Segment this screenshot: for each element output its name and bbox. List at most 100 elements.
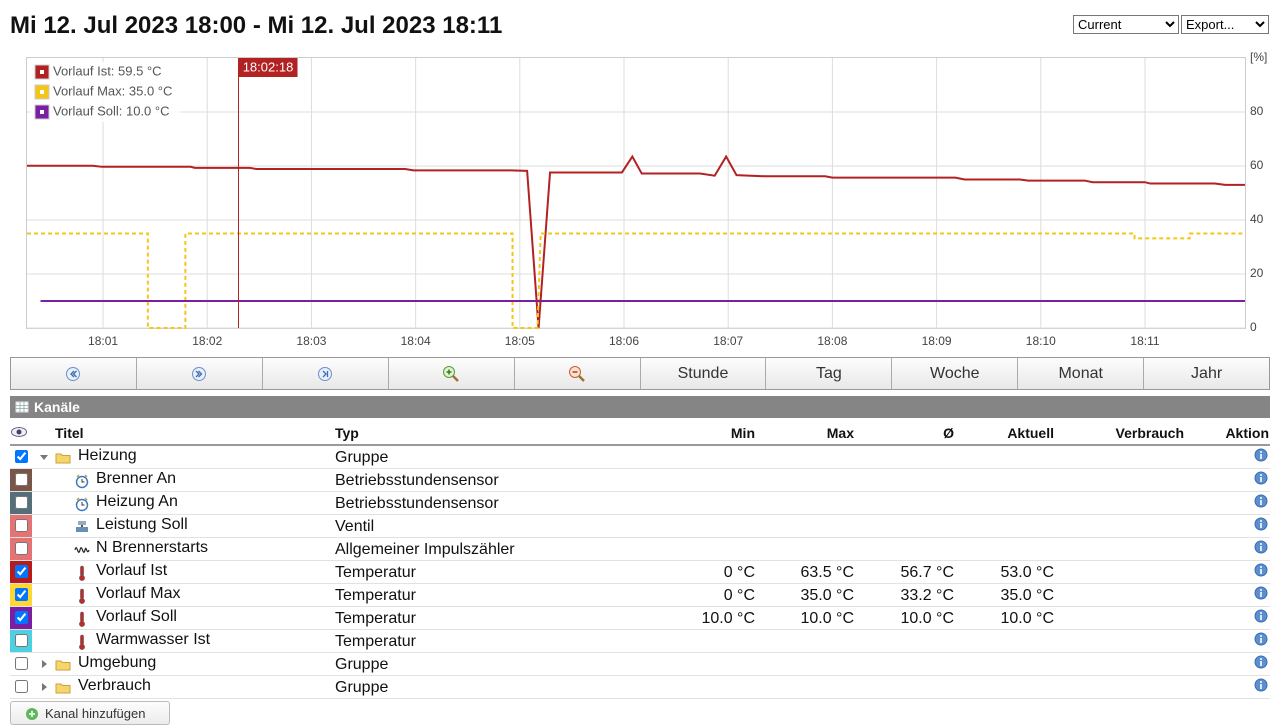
channel-checkbox[interactable] — [15, 450, 28, 463]
zoom-out-button[interactable] — [513, 358, 640, 389]
channel-icon — [76, 521, 88, 532]
channel-title: Verbrauch — [78, 677, 151, 694]
page-title: Mi 12. Jul 2023 18:00 - Mi 12. Jul 2023 … — [10, 12, 503, 39]
column-header: Ø — [943, 425, 954, 441]
column-header: Titel — [55, 425, 84, 441]
channel-type: Ventil — [335, 518, 375, 535]
last-button[interactable] — [261, 358, 388, 389]
channel-type: Betriebsstundensensor — [335, 495, 499, 512]
channel-type: Temperatur — [335, 633, 416, 650]
channel-current: 10.0 °C — [1000, 610, 1054, 627]
row-separator — [10, 698, 1270, 699]
y-tick-label: 60 — [1250, 158, 1264, 172]
channel-title: Warmwasser Ist — [96, 631, 211, 648]
x-tick-label: 18:08 — [817, 334, 847, 348]
channel-title: Brenner An — [96, 470, 177, 487]
info-button[interactable] — [1254, 609, 1268, 623]
column-header: Max — [826, 425, 854, 441]
channel-icon — [74, 547, 90, 553]
channel-avg: 56.7 °C — [900, 564, 954, 581]
channel-checkbox[interactable] — [15, 496, 28, 509]
info-button[interactable] — [1254, 586, 1268, 600]
channel-checkbox[interactable] — [15, 473, 28, 486]
channel-min: 10.0 °C — [701, 610, 755, 627]
icon — [192, 366, 207, 381]
row-separator — [10, 606, 1270, 607]
channel-checkbox[interactable] — [15, 565, 28, 578]
info-button[interactable] — [1254, 655, 1268, 669]
row-separator — [10, 629, 1270, 630]
channel-icon — [79, 611, 85, 627]
column-header: Aktion — [1225, 425, 1269, 441]
period-button[interactable]: Monat — [1017, 358, 1144, 389]
cursor-label: 18:02:18 — [243, 59, 294, 74]
period-button[interactable]: Tag — [765, 358, 892, 389]
legend-swatch-dot — [40, 90, 44, 94]
channel-title: Heizung An — [96, 493, 178, 510]
tree-expander[interactable] — [39, 659, 49, 669]
add-channel-button[interactable]: Kanal hinzufügen — [10, 701, 170, 725]
channel-type: Gruppe — [335, 656, 389, 673]
channel-type: Allgemeiner Impulszähler — [335, 541, 515, 558]
icon — [26, 708, 38, 720]
channel-checkbox[interactable] — [15, 588, 28, 601]
channel-checkbox[interactable] — [15, 634, 28, 647]
next-button[interactable] — [135, 358, 262, 389]
export-select[interactable]: Export... — [1181, 15, 1269, 34]
channel-checkbox[interactable] — [15, 611, 28, 624]
channel-type: Betriebsstundensensor — [335, 472, 499, 489]
range-select[interactable]: Current — [1073, 15, 1179, 34]
period-button[interactable]: Stunde — [639, 358, 766, 389]
column-header: Aktuell — [1007, 425, 1054, 441]
channel-checkbox[interactable] — [15, 519, 28, 532]
y-tick-label: 20 — [1250, 266, 1264, 280]
info-button[interactable] — [1254, 448, 1268, 462]
cursor-label-box — [238, 58, 298, 77]
x-tick-label: 18:01 — [88, 334, 118, 348]
info-button[interactable] — [1254, 540, 1268, 554]
zoom-in-button[interactable] — [387, 358, 514, 389]
header-rule — [10, 444, 1270, 446]
info-button[interactable] — [1254, 494, 1268, 508]
channel-checkbox[interactable] — [15, 657, 28, 670]
tree-expander[interactable] — [39, 452, 49, 462]
channel-avg: 33.2 °C — [900, 587, 954, 604]
period-button[interactable]: Woche — [891, 358, 1018, 389]
row-separator — [10, 537, 1270, 538]
visibility-icon — [11, 427, 27, 437]
column-header: Typ — [335, 425, 359, 441]
channel-type: Temperatur — [335, 610, 416, 627]
channel-min: 0 °C — [723, 564, 755, 581]
row-separator — [10, 514, 1270, 515]
plot-frame — [26, 57, 1246, 329]
icon — [15, 401, 29, 413]
channel-checkbox[interactable] — [15, 680, 28, 693]
info-button[interactable] — [1254, 517, 1268, 531]
period-button[interactable]: Jahr — [1143, 358, 1270, 389]
legend-swatch-dot — [40, 110, 44, 114]
icon — [569, 365, 585, 382]
x-tick-label: 18:03 — [296, 334, 326, 348]
channels-title: Kanäle — [34, 399, 80, 415]
channel-icon — [79, 588, 85, 604]
toolbar: Stunde Tag Woche Monat Jahr — [10, 357, 1270, 390]
row-separator — [10, 491, 1270, 492]
channel-checkbox[interactable] — [15, 542, 28, 555]
tree-expander[interactable] — [39, 682, 49, 692]
channel-icon — [79, 565, 85, 581]
channel-type: Gruppe — [335, 449, 389, 466]
info-button[interactable] — [1254, 563, 1268, 577]
legend-box — [30, 62, 180, 122]
first-button[interactable] — [11, 358, 136, 389]
channel-title: Umgebung — [78, 654, 157, 671]
info-button[interactable] — [1254, 678, 1268, 692]
info-button[interactable] — [1254, 632, 1268, 646]
info-button[interactable] — [1254, 471, 1268, 485]
series-line — [27, 232, 1245, 329]
column-header: Min — [730, 425, 755, 441]
channel-type: Temperatur — [335, 564, 416, 581]
row-separator — [10, 652, 1270, 653]
x-tick-label: 18:05 — [505, 334, 535, 348]
row-separator — [10, 583, 1270, 584]
